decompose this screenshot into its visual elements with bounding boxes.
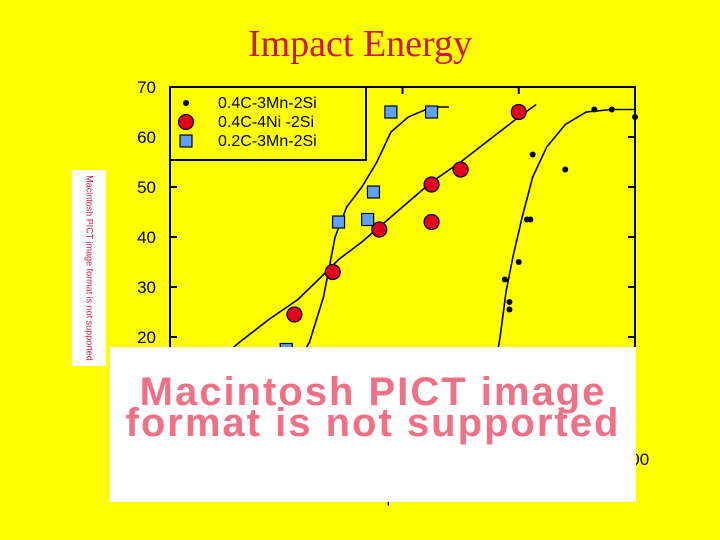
series-1-point	[529, 151, 536, 158]
legend-marker-1	[183, 100, 189, 106]
series-3-point	[366, 185, 381, 199]
series-3-point	[331, 215, 346, 229]
legend-box	[169, 86, 367, 161]
series-2-point	[286, 306, 303, 323]
pict-placeholder-box: Macintosh PICT image format is not suppo…	[110, 347, 636, 502]
legend-label-1: 0.4C-3Mn-2Si	[218, 95, 317, 112]
legend-marker-2	[177, 113, 195, 131]
y-tick-label: 70	[137, 78, 156, 97]
y-tick-label: 50	[137, 178, 156, 197]
series-3-point	[361, 212, 375, 227]
series-1-point	[515, 259, 522, 265]
series-2-point	[452, 161, 469, 178]
series-2-point	[324, 263, 341, 281]
y-tick-label: 60	[137, 128, 156, 147]
series-2-point	[371, 221, 388, 238]
series-2-curve	[169, 103, 537, 406]
series-1-point	[562, 166, 569, 173]
series-1-point	[608, 106, 615, 113]
series-3-curve	[282, 106, 449, 388]
chart-title: Impact Energy	[247, 23, 473, 65]
series-1-point	[506, 299, 513, 305]
pict-placeholder-side: Macintosh PICT image format is not suppo…	[72, 170, 106, 366]
pict-placeholder-text: Macintosh PICT image format is not suppo…	[125, 370, 621, 445]
y-tick-label: 20	[137, 328, 156, 347]
series-1-point	[591, 106, 598, 113]
series-3-point	[424, 105, 439, 119]
series-1-point	[506, 306, 513, 313]
legend: 0.4C-3Mn-2Si 0.4C-4Ni -2Si 0.2C-3Mn-2Si	[169, 86, 367, 161]
series-1-point	[527, 216, 534, 223]
series-1-point	[632, 114, 638, 120]
pict-placeholder-side-text: Macintosh PICT image format is not suppo…	[84, 175, 95, 361]
legend-marker-3	[179, 134, 193, 148]
y-tick-label: 30	[137, 278, 156, 297]
series-1-point	[501, 276, 508, 283]
series-3-point	[384, 105, 398, 119]
series-2-point	[423, 176, 440, 193]
legend-label-2: 0.4C-4Ni -2Si	[218, 114, 314, 131]
series-2-point	[423, 213, 440, 231]
legend-label-3: 0.2C-3Mn-2Si	[218, 133, 317, 150]
y-tick-label: 40	[137, 228, 156, 247]
series-2-point	[510, 103, 527, 121]
